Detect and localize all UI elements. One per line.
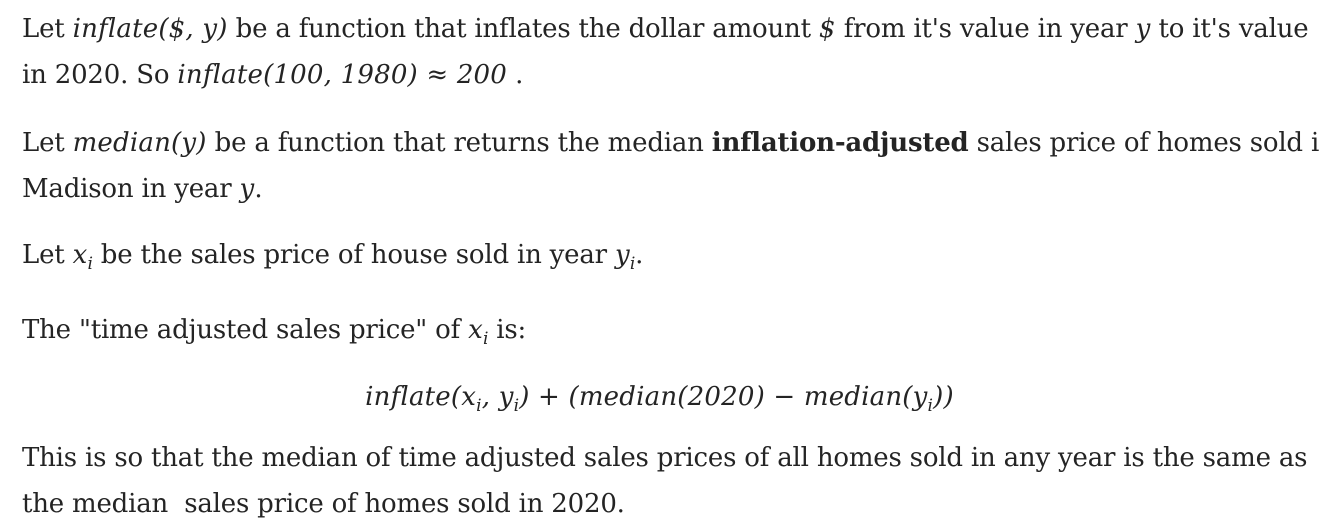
text: Madison in year [22, 174, 240, 204]
text: is: [488, 315, 527, 345]
math-inflate-example: inflate(100, 1980) ≈ 200 [177, 60, 508, 90]
math-subscript-i: i [927, 396, 934, 416]
text: the median sales price of homes sold in … [22, 489, 625, 519]
formula-x: x [461, 382, 477, 412]
text: Let [22, 128, 73, 158]
text: be a function that returns the median [206, 128, 712, 158]
document-body: Let inflate($, y) be a function that inf… [22, 0, 1319, 519]
math-subscript-i: i [482, 329, 489, 349]
text: Let [22, 14, 73, 44]
paragraph-explanation: This is so that the median of time adjus… [22, 435, 1312, 527]
formula-part: )) [933, 382, 954, 412]
math-x: x [468, 315, 483, 345]
text: . [635, 240, 644, 270]
math-subscript-i: i [629, 254, 636, 274]
formula-y: y [498, 382, 514, 412]
math-subscript-i: i [87, 254, 93, 274]
math-x: x [72, 240, 88, 270]
formula-comma: , [481, 382, 499, 412]
text: This is so that the median of time adjus… [22, 443, 1308, 473]
text: from it's value in year [835, 14, 1136, 44]
text: be a function that inflates the dollar a… [227, 14, 819, 44]
math-subscript-i: i [513, 396, 520, 416]
paragraph-time-adjusted: The "time adjusted sales price" of xi is… [22, 307, 1312, 362]
math-dollar: $ [818, 14, 836, 44]
text: . [254, 174, 263, 204]
formula-part: inflate( [365, 382, 462, 412]
text: in 2020. So [22, 60, 178, 90]
math-year-y: y [239, 174, 255, 204]
paragraph-inflate-definition: Let inflate($, y) be a function that inf… [22, 6, 1312, 98]
math-subscript-i: i [476, 396, 482, 416]
display-formula: inflate(xi, yi) + (median(2020) − median… [22, 374, 1297, 429]
text: to it's value [1150, 14, 1309, 44]
math-year-y: y [1135, 14, 1151, 44]
math-median-function: median(y) [72, 128, 207, 158]
text: . [507, 60, 524, 90]
text: sales price of homes sold in [968, 128, 1319, 158]
text: Let [22, 240, 73, 270]
bold-inflation-adjusted: inflation-adjusted [711, 128, 969, 158]
math-y: y [614, 240, 630, 270]
text: The "time adjusted sales price" of [22, 315, 469, 345]
paragraph-median-definition: Let median(y) be a function that returns… [22, 120, 1319, 212]
text: be the sales price of house sold in year [92, 240, 615, 270]
formula-y: y [912, 382, 928, 412]
math-inflate-function: inflate($, y) [72, 14, 228, 44]
paragraph-xi-definition: Let xi be the sales price of house sold … [22, 232, 1312, 287]
formula-part: ) + (median(2020) − median( [519, 382, 913, 412]
